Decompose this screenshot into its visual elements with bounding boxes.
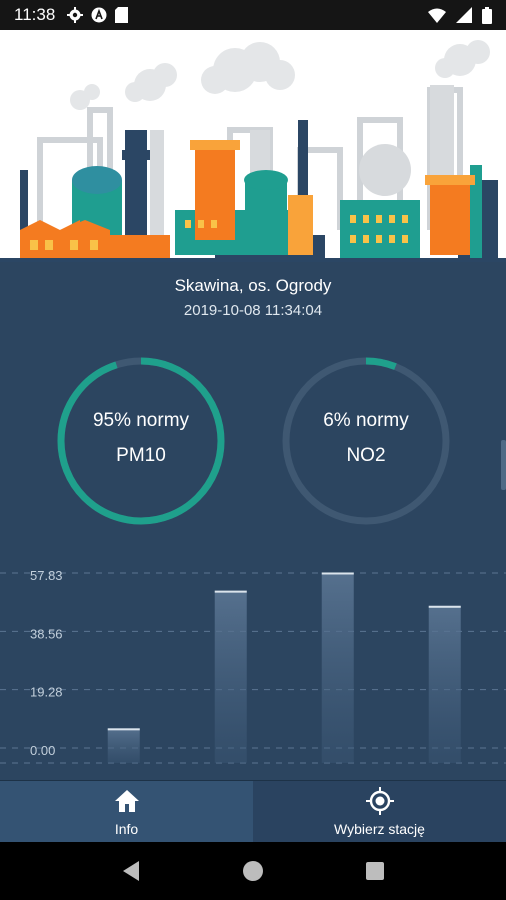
nav-select-station[interactable]: Wybierz stację [253,781,506,842]
y-tick-label: 38.56 [30,626,63,641]
battery-icon [482,6,492,24]
signal-icon [456,7,472,23]
gauge-pm10[interactable]: 95% normy PM10 [55,355,227,527]
gauge-ring [282,357,450,525]
nav-info-label: Info [114,820,139,837]
bottom-navigation: Info Wybierz stację [0,780,506,842]
home-circle-icon[interactable] [242,860,264,882]
y-tick-label: 19.28 [30,685,63,700]
measurement-datetime: 2019-10-08 11:34:04 [183,302,323,319]
industrial-illustration [0,30,506,262]
chart-bar-cap [321,572,354,575]
chart-bar-cap [107,728,140,731]
chart-bar[interactable] [214,590,247,763]
y-tick-label: 0.00 [30,743,55,758]
gauge-ring [57,357,225,525]
y-tick-label: 57.83 [30,568,63,583]
gauge-pollutant-label: PM10 [116,445,166,466]
chart-bar[interactable] [321,572,354,763]
gauge-no2[interactable]: 6% normy NO2 [280,355,452,527]
chart-bar[interactable] [107,728,140,763]
system-navigation-bar [0,842,506,900]
chart-bar[interactable] [428,605,461,763]
status-bar: 11:38 [0,0,506,30]
gauge-pollutant-label: NO2 [346,445,386,466]
chart-canvas: 0.00 19.28 38.56 57.83 [0,568,506,764]
nav-select-station-label: Wybierz stację [334,820,425,837]
gauge-percent-text: 6% normy [323,410,409,431]
station-name: Skawina, os. Ogrody [174,276,332,295]
chart-bar-cap [428,605,461,608]
scroll-indicator [501,440,506,490]
pollution-bar-chart: 0.00 19.28 38.56 57.83 [0,558,506,780]
gear-icon [67,7,84,23]
nav-info[interactable]: Info [0,781,253,842]
gauges-panel: 95% normy PM10 6% normy NO2 [0,345,506,535]
home-icon [114,789,139,812]
station-info: Skawina, os. Ogrody 2019-10-08 11:34:04 [0,262,506,332]
recents-icon[interactable] [365,861,385,881]
status-time: 11:38 [14,5,56,24]
a-badge-icon [91,7,107,23]
back-icon[interactable] [121,860,141,882]
factory-skyline-image [0,30,506,262]
wifi-icon [428,8,446,23]
location-target-icon [365,786,394,815]
chart-bar-cap [214,590,247,593]
gauge-percent-text: 95% normy [92,410,190,431]
sd-card-icon [115,7,129,23]
